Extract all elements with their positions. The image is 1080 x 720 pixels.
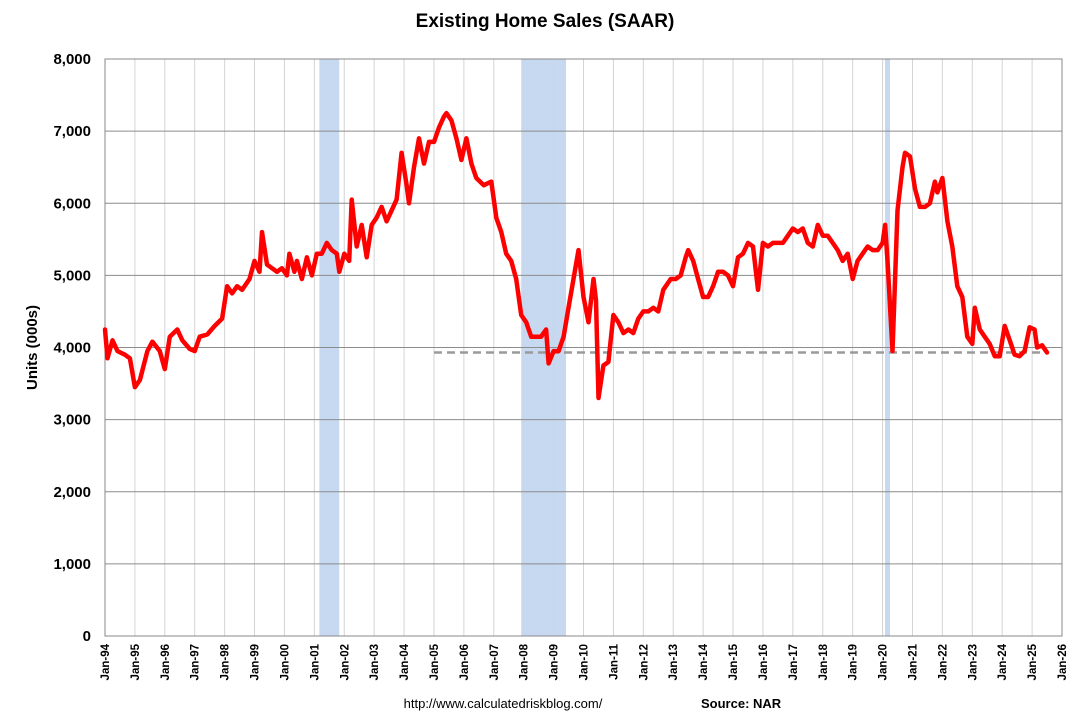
x-tick-label: Jan-09 — [549, 644, 561, 680]
x-tick-label: Jan-22 — [937, 644, 949, 680]
x-tick-label: Jan-98 — [220, 643, 232, 680]
y-tick-label: 3,000 — [53, 412, 91, 429]
y-tick-label: 6,000 — [53, 195, 91, 212]
x-tick-label: Jan-94 — [100, 643, 112, 680]
x-tick-label: Jan-21 — [907, 643, 919, 680]
x-tick-label: Jan-11 — [608, 643, 620, 679]
y-tick-label: 2,000 — [53, 484, 91, 501]
y-tick-label: 0 — [83, 628, 91, 645]
x-tick-label: Jan-06 — [459, 644, 471, 680]
x-tick-label: Jan-05 — [429, 643, 441, 680]
x-tick-label: Jan-15 — [728, 643, 740, 680]
x-tick-label: Jan-04 — [399, 643, 411, 680]
x-tick-labels: Jan-94 Jan-95 Jan-96 Jan-97 Jan-98 Jan-99 Jan-… — [100, 643, 1069, 680]
x-tick-label: Jan-00 — [279, 644, 291, 680]
x-tick-label: Jan-10 — [579, 644, 591, 680]
x-tick-label: Jan-01 — [309, 643, 321, 680]
chart-title: Existing Home Sales (SAAR) — [416, 11, 675, 32]
x-tick-label: Jan-26 — [1057, 644, 1069, 680]
x-tick-label: Jan-23 — [967, 644, 979, 680]
y-axis-label: Units (000s) — [24, 305, 41, 390]
y-tick-label: 5,000 — [53, 267, 91, 284]
x-tick-label: Jan-07 — [489, 644, 501, 680]
x-tick-label: Jan-24 — [997, 643, 1009, 680]
series-layer — [102, 110, 1050, 401]
y-tick-label: 8,000 — [53, 51, 91, 68]
series-line-1 — [102, 110, 1050, 401]
x-tick-label: Jan-25 — [1027, 643, 1039, 680]
x-tick-label: Jan-19 — [848, 644, 860, 680]
x-tick-label: Jan-12 — [638, 644, 650, 680]
x-tick-label: Jan-95 — [130, 643, 142, 680]
x-tick-label: Jan-20 — [878, 644, 890, 680]
footer-source: Source: NAR — [701, 696, 782, 711]
y-tick-labels: 0 1,000 2,000 3,000 4,000 5,000 6,000 7,000 8,00… — [53, 51, 91, 645]
x-tick-label: Jan-17 — [788, 644, 800, 680]
x-tick-label: Jan-96 — [160, 644, 172, 680]
x-tick-label: Jan-97 — [190, 644, 202, 680]
y-tick-label: 7,000 — [53, 123, 91, 140]
footer-url: http://www.calculatedriskblog.com/ — [404, 696, 603, 711]
x-tick-label: Jan-13 — [668, 644, 680, 680]
x-tick-label: Jan-18 — [818, 643, 830, 680]
x-tick-label: Jan-03 — [369, 644, 381, 680]
y-tick-label: 1,000 — [53, 556, 91, 573]
y-tick-label: 4,000 — [53, 340, 91, 357]
x-tick-label: Jan-14 — [698, 643, 710, 680]
x-tick-label: Jan-08 — [519, 643, 531, 680]
x-tick-label: Jan-02 — [339, 644, 351, 680]
x-tick-label: Jan-16 — [758, 644, 770, 680]
gridlines — [104, 58, 1063, 637]
x-tick-label: Jan-99 — [250, 644, 262, 680]
